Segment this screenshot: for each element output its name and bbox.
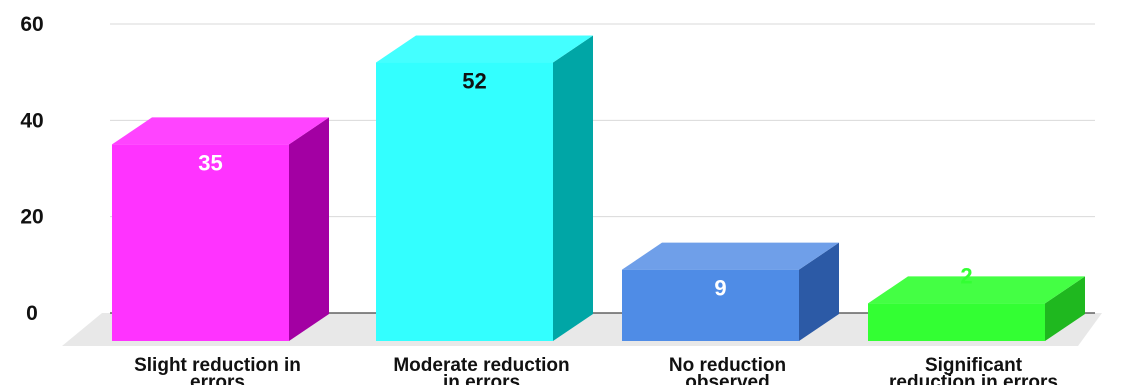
floor-plane <box>62 313 1102 346</box>
y-tick-label: 40 <box>20 109 43 132</box>
y-tick-label: 20 <box>20 206 43 229</box>
bar-top <box>622 242 839 270</box>
bar-side <box>799 242 839 341</box>
bar-value-label: 52 <box>462 69 486 94</box>
bar-front <box>622 269 799 341</box>
chart-bars: 35 52 9 2 <box>112 35 1085 342</box>
category-label: Significant reduction in errors <box>889 355 1058 385</box>
category-label-line: Moderate reduction <box>393 355 569 376</box>
bar-value-label: 9 <box>714 276 726 301</box>
category-label-line: in errors <box>443 372 520 385</box>
y-tick-label: 0 <box>26 302 38 325</box>
chart-floor <box>62 313 1102 346</box>
x-axis-categories: Slight reduction in errors Moderate reduct… <box>134 355 1058 385</box>
bar: 2 <box>868 263 1085 341</box>
bar-side <box>289 117 329 342</box>
category-label-line: Slight reduction in <box>134 355 301 376</box>
y-axis-ticks: 0 20 40 60 <box>20 13 43 325</box>
bar: 52 <box>376 35 593 342</box>
bar-top <box>868 276 1085 304</box>
category-label-line: errors <box>190 372 245 385</box>
bar: 35 <box>112 117 329 342</box>
bar-side <box>553 35 593 342</box>
category-label-line: No reduction <box>669 355 786 376</box>
bar-front <box>376 62 553 342</box>
category-label: No reduction observed <box>669 355 786 385</box>
bar-value-label: 2 <box>960 263 972 288</box>
bar-top <box>376 35 593 63</box>
category-label-line: observed <box>685 372 769 385</box>
bar-top <box>112 117 329 145</box>
category-label-line: Significant <box>925 355 1023 376</box>
y-tick-label: 60 <box>20 13 43 36</box>
bar-value-label: 35 <box>198 150 222 175</box>
category-label: Moderate reduction in errors <box>393 355 569 385</box>
bar-side <box>1045 276 1085 341</box>
category-label-line: reduction in errors <box>889 372 1058 385</box>
bar-front <box>868 303 1045 341</box>
bar: 9 <box>622 242 839 341</box>
category-label: Slight reduction in errors <box>134 355 301 385</box>
bar-front <box>112 144 289 341</box>
